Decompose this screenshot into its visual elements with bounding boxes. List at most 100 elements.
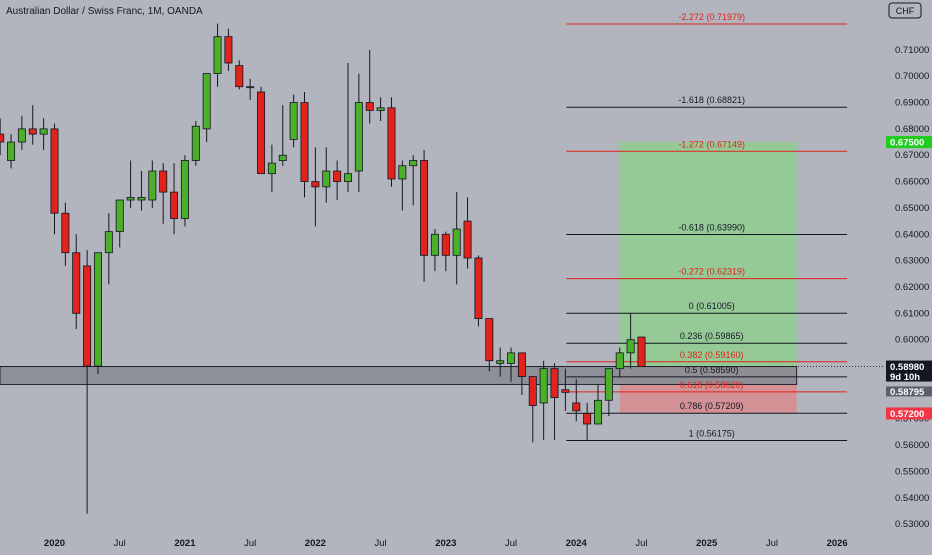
fib-label-7: 0.382 (0.59160) <box>680 350 744 360</box>
candle-body-6[interactable] <box>61 212 70 254</box>
y-tick-label-4: 0.67000 <box>895 150 929 161</box>
candle-body-30[interactable] <box>322 170 331 188</box>
candle-body-40[interactable] <box>430 233 439 256</box>
candle-body-47[interactable] <box>507 352 516 364</box>
y-tick-label-15: 0.56000 <box>895 440 929 451</box>
candle-body-15[interactable] <box>159 170 168 193</box>
candle-body-42[interactable] <box>452 228 461 256</box>
candle-body-9[interactable] <box>93 252 102 367</box>
stop-price-label: 0.57200 <box>890 409 924 420</box>
candle-body-39[interactable] <box>420 160 429 256</box>
y-tick-label-17: 0.54000 <box>895 493 929 504</box>
candle-body-29[interactable] <box>311 181 320 188</box>
x-tick-label-0: 2020 <box>44 538 65 549</box>
candle-body-28[interactable] <box>300 102 309 182</box>
y-tick-label-3: 0.68000 <box>895 124 929 135</box>
x-tick-label-4: 2022 <box>305 538 326 549</box>
currency-badge[interactable] <box>888 2 922 19</box>
candle-body-58[interactable] <box>626 339 635 354</box>
candle-body-23[interactable] <box>246 86 255 89</box>
candle-body-52[interactable] <box>561 389 570 393</box>
candle-body-56[interactable] <box>604 368 613 401</box>
y-tick-label-2: 0.69000 <box>895 98 929 109</box>
candle-body-11[interactable] <box>115 199 124 233</box>
candle-body-45[interactable] <box>485 318 494 362</box>
candle-body-38[interactable] <box>409 160 418 167</box>
candle-body-50[interactable] <box>539 368 548 404</box>
candle-body-53[interactable] <box>572 402 581 412</box>
candle-body-14[interactable] <box>148 170 157 201</box>
candle-body-4[interactable] <box>39 128 48 135</box>
candle-body-0[interactable] <box>0 133 5 143</box>
fib-label-6: 0.236 (0.59865) <box>680 331 744 341</box>
candle-body-57[interactable] <box>615 352 624 370</box>
y-tick-label-1: 0.70000 <box>895 71 929 82</box>
current-price-label-bg <box>886 360 932 373</box>
candle-body-10[interactable] <box>104 231 113 254</box>
candle-body-26[interactable] <box>278 154 287 161</box>
candle-body-18[interactable] <box>191 125 200 161</box>
candle-body-16[interactable] <box>170 191 179 219</box>
candle-body-2[interactable] <box>17 128 26 143</box>
candle-body-8[interactable] <box>83 265 92 367</box>
candle-body-33[interactable] <box>354 102 363 172</box>
x-tick-label-12: 2026 <box>827 538 848 549</box>
candle-body-3[interactable] <box>28 128 37 135</box>
y-tick-label-18: 0.53000 <box>895 519 929 530</box>
y-tick-label-8: 0.63000 <box>895 256 929 267</box>
target-zone[interactable] <box>619 142 797 367</box>
fib-label-8: 0.5 (0.58590) <box>685 365 739 375</box>
candle-body-1[interactable] <box>7 141 16 161</box>
candle-body-21[interactable] <box>224 36 233 64</box>
candle-body-24[interactable] <box>257 91 266 175</box>
zone-price-label-bg <box>886 386 932 397</box>
x-tick-label-8: 2024 <box>566 538 588 549</box>
fib-label-2: -1.272 (0.67149) <box>678 139 745 149</box>
y-tick-label-7: 0.64000 <box>895 229 929 240</box>
candle-body-20[interactable] <box>213 36 222 74</box>
candle-body-55[interactable] <box>594 399 603 425</box>
candle-body-35[interactable] <box>376 107 385 111</box>
candle-body-5[interactable] <box>50 128 59 214</box>
candle-body-59[interactable] <box>637 336 646 367</box>
x-tick-label-3: Jul <box>244 538 256 549</box>
fib-label-9: 0.618 (0.58020) <box>680 380 744 390</box>
candle-body-36[interactable] <box>387 107 396 180</box>
candle-body-46[interactable] <box>496 360 505 364</box>
support-zone[interactable] <box>0 366 798 385</box>
candle-body-25[interactable] <box>267 162 276 175</box>
candle-body-43[interactable] <box>463 220 472 259</box>
fib-label-3: -0.618 (0.63990) <box>678 223 745 233</box>
candle-body-41[interactable] <box>441 233 450 256</box>
candle-body-7[interactable] <box>72 252 81 314</box>
candle-body-49[interactable] <box>528 376 537 406</box>
candle-body-37[interactable] <box>398 165 407 180</box>
candle-body-17[interactable] <box>180 160 189 219</box>
candle-body-27[interactable] <box>289 102 298 140</box>
candle-body-44[interactable] <box>474 257 483 319</box>
current-price-label: 0.58980 <box>890 362 924 373</box>
candle-body-48[interactable] <box>517 352 526 377</box>
target-price-label: 0.67500 <box>890 138 924 149</box>
countdown-label-bg <box>886 371 932 382</box>
zone-price-label: 0.58795 <box>890 387 925 398</box>
candle-body-31[interactable] <box>333 170 342 182</box>
candle-body-13[interactable] <box>137 196 146 201</box>
y-tick-label-9: 0.62000 <box>895 282 929 293</box>
x-tick-label-2: 2021 <box>174 538 196 549</box>
candle-body-51[interactable] <box>550 368 559 399</box>
candle-body-32[interactable] <box>343 173 352 182</box>
x-tick-label-6: 2023 <box>435 538 456 549</box>
candle-body-54[interactable] <box>583 413 592 425</box>
y-tick-label-6: 0.65000 <box>895 203 929 214</box>
candle-body-19[interactable] <box>202 73 211 130</box>
candle-body-22[interactable] <box>235 65 244 88</box>
candle-body-12[interactable] <box>126 196 135 201</box>
candle-body-34[interactable] <box>365 102 374 111</box>
target-price-label-bg <box>886 136 932 149</box>
currency-badge-label: CHF <box>896 6 915 16</box>
x-tick-label-5: Jul <box>375 538 387 549</box>
fib-label-1: -1.618 (0.68821) <box>678 95 745 105</box>
